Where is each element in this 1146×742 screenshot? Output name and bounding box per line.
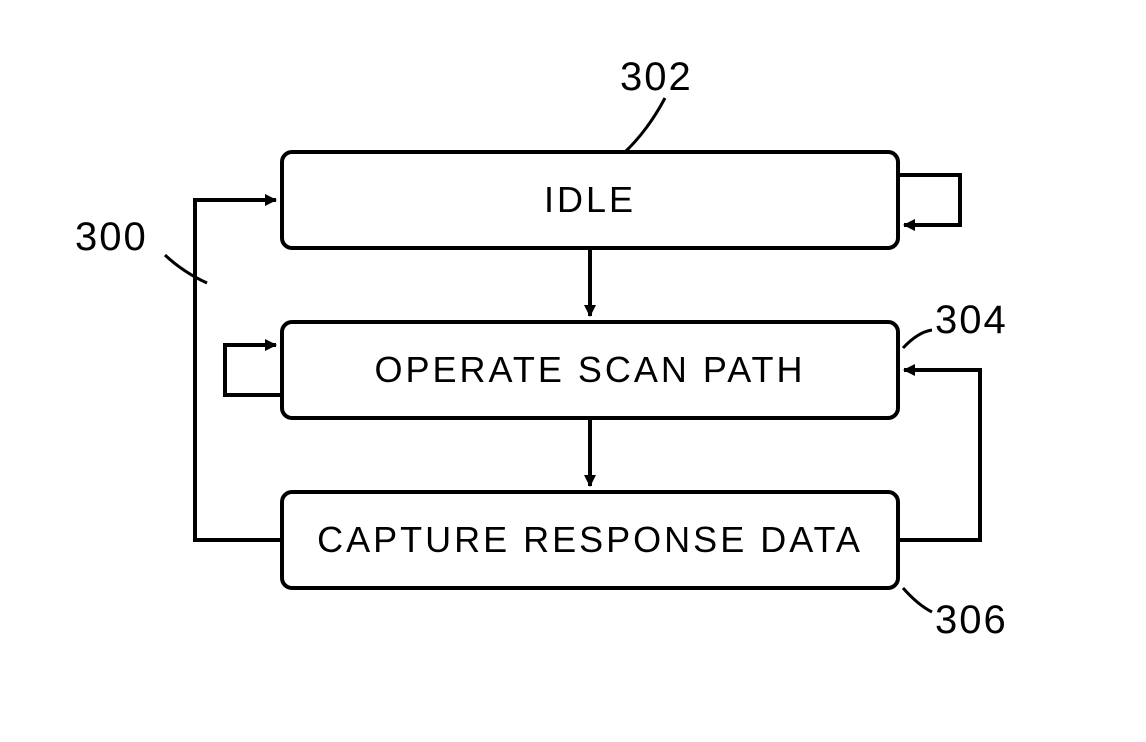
edge-capture-idle-left [195, 200, 280, 540]
node-operate-label: OPERATE SCAN PATH [374, 349, 805, 391]
ref-306: 306 [935, 598, 1008, 643]
node-operate: OPERATE SCAN PATH [280, 320, 900, 420]
ref-300: 300 [75, 215, 148, 260]
node-capture-label: CAPTURE RESPONSE DATA [317, 519, 863, 561]
node-idle-label: IDLE [544, 179, 636, 221]
selfloop-operate [225, 345, 280, 395]
leader-306 [903, 588, 932, 612]
node-capture: CAPTURE RESPONSE DATA [280, 490, 900, 590]
ref-302: 302 [620, 55, 693, 100]
selfloop-idle [900, 175, 960, 225]
node-idle: IDLE [280, 150, 900, 250]
edge-capture-operate-right [900, 370, 980, 540]
leader-304 [903, 330, 932, 348]
leader-300 [165, 255, 207, 283]
ref-304: 304 [935, 298, 1008, 343]
leader-302 [625, 98, 665, 152]
